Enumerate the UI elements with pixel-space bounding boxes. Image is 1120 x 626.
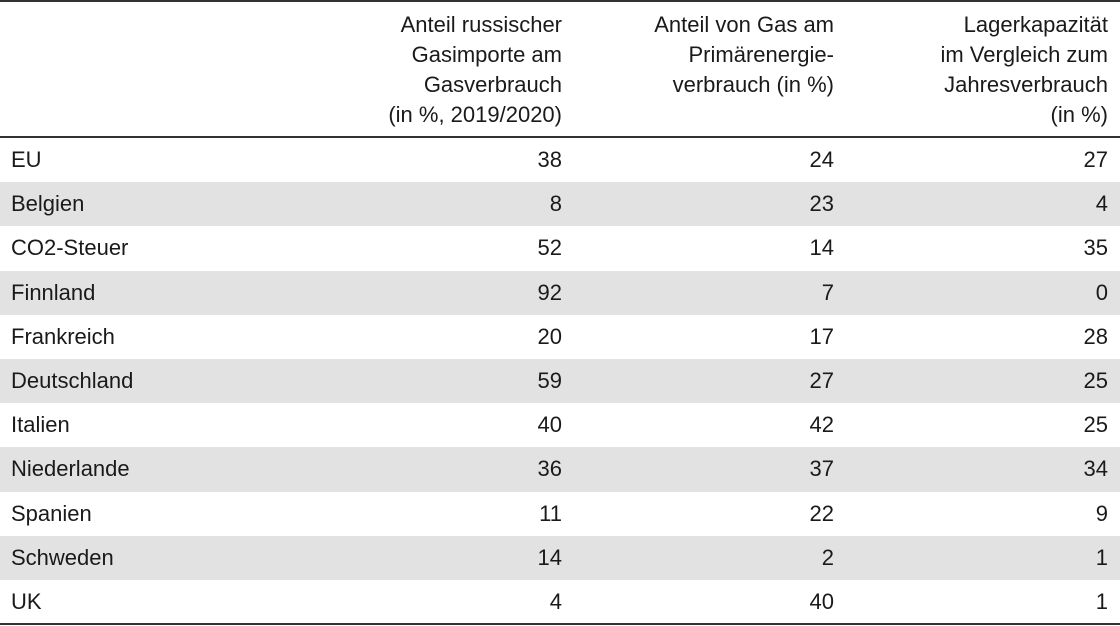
russian-imports-cell: 4 [549, 588, 562, 614]
country-cell: Deutschland [11, 367, 134, 393]
country-cell: Finnland [11, 279, 96, 305]
table-row: EU 38 24 27 [0, 138, 1120, 182]
country-cell: Belgien [11, 191, 85, 217]
gas-share-cell: 14 [809, 235, 834, 261]
gas-share-cell: 24 [809, 147, 834, 172]
gas-share-cell: 7 [821, 279, 834, 305]
russian-imports-cell: 20 [537, 323, 562, 349]
storage-capacity-cell: 9 [1095, 500, 1108, 526]
country-cell: CO2-Steuer [11, 235, 129, 261]
gas-share-cell: 22 [809, 500, 834, 526]
storage-capacity-cell: 35 [1083, 235, 1108, 261]
gas-share-cell: 17 [809, 323, 834, 349]
table-row: Schweden 14 2 1 [0, 535, 1120, 580]
header-rule [0, 136, 1120, 138]
russian-imports-cell: 14 [537, 544, 562, 570]
table-top-rule [0, 0, 1120, 2]
gas-share-cell: 2 [821, 544, 834, 570]
country-cell: Italien [11, 412, 70, 438]
storage-capacity-cell: 25 [1083, 412, 1108, 438]
gas-share-cell: 27 [809, 367, 834, 393]
russian-imports-cell: 36 [537, 456, 562, 482]
table-row: CO2-Steuer 52 14 35 [0, 226, 1120, 270]
gas-share-cell: 37 [809, 456, 834, 482]
table-bottom-rule [0, 623, 1120, 625]
table-body: EU 38 24 27 Belgien 8 23 4 CO2-Steuer 52 14 35 Finnl… [0, 138, 1120, 624]
country-cell: Spanien [11, 500, 92, 526]
table-row: Italien 40 42 25 [0, 403, 1120, 447]
gas-share-cell: 40 [809, 588, 834, 614]
country-cell: Frankreich [11, 323, 115, 349]
table-row: Frankreich 20 17 28 [0, 315, 1120, 359]
russian-imports-cell: 8 [549, 191, 562, 217]
russian-imports-cell: 59 [537, 367, 562, 393]
russian-imports-cell: 38 [537, 147, 562, 172]
column-header-storage-capacity: Lagerkapazität im Vergleich zum Jahresve… [940, 12, 1108, 127]
russian-imports-cell: 52 [537, 235, 562, 261]
gas-share-cell: 42 [809, 412, 834, 438]
russian-imports-cell: 11 [539, 500, 562, 526]
storage-capacity-cell: 1 [1095, 588, 1108, 614]
table-row: Niederlande 36 37 34 [0, 447, 1120, 492]
storage-capacity-cell: 0 [1095, 279, 1108, 305]
russian-imports-cell: 92 [537, 279, 562, 305]
storage-capacity-cell: 28 [1083, 323, 1108, 349]
storage-capacity-cell: 27 [1083, 147, 1108, 172]
column-header-gas-share: Anteil von Gas am Primärenergie- verbrau… [654, 12, 834, 97]
country-cell: Schweden [11, 544, 114, 570]
table-row: Belgien 8 23 4 [0, 182, 1120, 227]
russian-imports-cell: 40 [537, 412, 562, 438]
table-row: UK 4 40 1 [0, 580, 1120, 624]
country-cell: Niederlande [11, 456, 130, 482]
table-row: Finnland 92 7 0 [0, 270, 1120, 315]
country-cell: EU [11, 147, 42, 172]
table-row: Spanien 11 22 9 [0, 492, 1120, 536]
storage-capacity-cell: 34 [1083, 456, 1108, 482]
column-header-russian-imports: Anteil russischer Gasimporte am Gasverbr… [388, 12, 562, 127]
storage-capacity-cell: 25 [1083, 367, 1108, 393]
storage-capacity-cell: 1 [1095, 544, 1108, 570]
gas-share-cell: 23 [809, 191, 834, 217]
storage-capacity-cell: 4 [1095, 191, 1108, 217]
table-row: Deutschland 59 27 25 [0, 358, 1120, 404]
country-cell: UK [11, 588, 42, 614]
